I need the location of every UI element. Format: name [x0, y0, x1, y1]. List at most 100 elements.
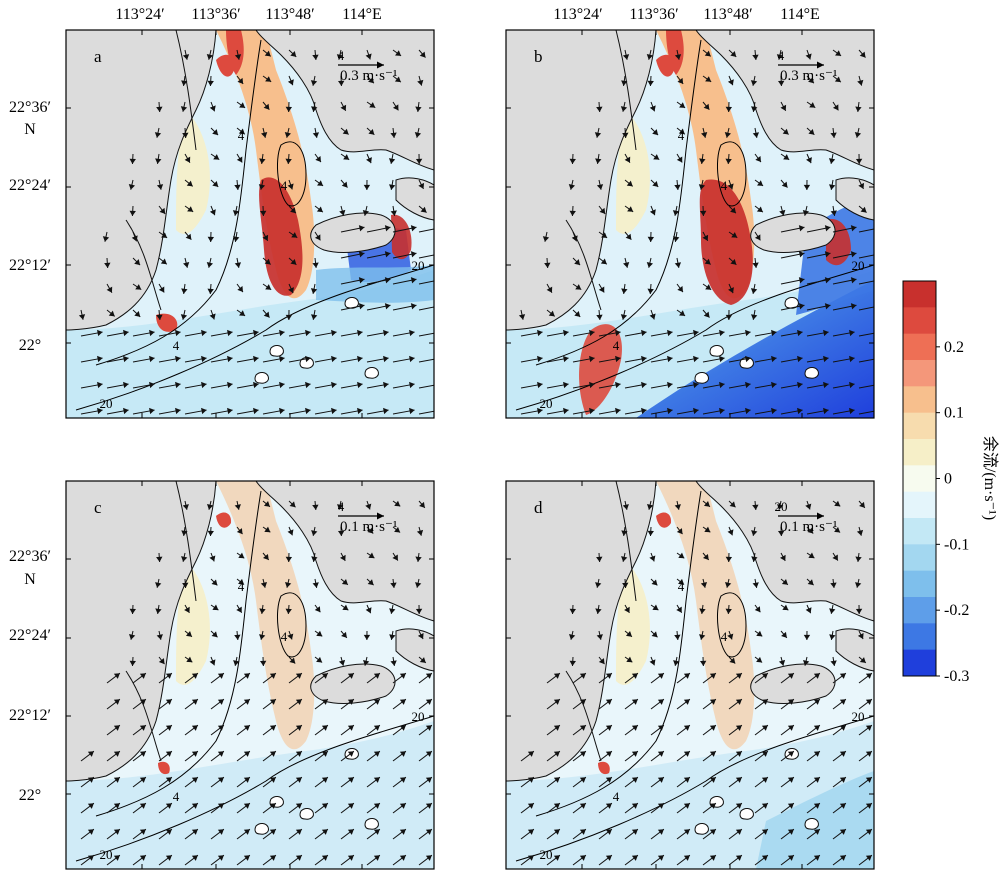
contour-label: 20 — [100, 396, 113, 411]
velocity-arrowhead — [596, 106, 603, 112]
velocity-arrowhead — [563, 355, 569, 363]
velocity-arrowhead — [839, 829, 846, 835]
velocity-arrowhead — [627, 206, 634, 212]
contour-4m — [535, 490, 702, 817]
velocity-arrowhead — [615, 329, 621, 337]
velocity-arrowhead — [390, 582, 397, 588]
velocity-arrowhead — [641, 329, 647, 337]
x-tick-label: 113°48′ — [703, 6, 752, 23]
velocity-arrowhead — [253, 355, 259, 363]
velocity-arrowhead — [410, 225, 417, 232]
velocity-arrowhead — [839, 803, 846, 809]
velocity-arrowhead — [653, 154, 660, 160]
velocity-arrowhead — [175, 355, 181, 363]
velocity-arrowhead — [394, 500, 401, 507]
panel-frame — [505, 29, 875, 419]
velocity-arrowhead — [782, 604, 789, 611]
velocity-arrowhead — [165, 751, 172, 757]
velocity-arrowhead — [155, 582, 162, 588]
velocity-arrowhead — [865, 803, 872, 809]
velocity-arrowhead — [626, 656, 633, 663]
velocity-arrowhead — [754, 606, 761, 613]
contour-label: 20 — [412, 258, 425, 273]
velocity-arrowhead — [165, 699, 172, 705]
velocity-arrowhead — [390, 660, 397, 666]
contour-label: 4 — [613, 789, 620, 804]
velocity-arrowhead — [139, 777, 146, 783]
velocity-arrowhead — [657, 725, 664, 731]
velocity-arrowhead — [598, 286, 605, 293]
velocity-arrowhead — [234, 54, 242, 60]
velocity-arrowhead — [751, 106, 758, 112]
velocity-arrowhead — [269, 699, 276, 705]
velocity-arrowhead — [287, 79, 294, 86]
velocity-arrowhead — [158, 286, 165, 293]
velocity-arrowhead — [676, 156, 683, 163]
velocity-arrowhead — [699, 634, 706, 640]
x-tick-labels-top-right: 113°24′ 113°36′ 113°48′ 114°E — [553, 6, 819, 23]
velocity-arrowhead — [813, 855, 820, 861]
scale-label: 0.1 m·s⁻¹ — [780, 519, 837, 535]
velocity-arrowhead — [175, 329, 181, 337]
velocity-arrowhead — [217, 673, 224, 679]
panel-letter: a — [94, 47, 102, 66]
velocity-arrowhead — [735, 725, 742, 731]
velocity-arrowhead — [317, 180, 324, 186]
colorbar-cell — [903, 307, 936, 335]
velocity-arrowhead — [683, 751, 690, 757]
velocity-arrow — [858, 306, 874, 311]
velocity-arrowhead — [420, 206, 427, 213]
velocity-arrowhead — [823, 355, 829, 363]
velocity-arrowhead — [855, 608, 863, 614]
velocity-arrowhead — [181, 556, 188, 562]
velocity-arrowhead — [787, 725, 794, 731]
velocity-arrowhead — [227, 407, 233, 415]
velocity-arrowhead — [761, 751, 768, 757]
velocity-arrowhead — [321, 751, 328, 757]
velocity-arrowhead — [631, 777, 638, 783]
velocity-arrowhead — [579, 751, 586, 757]
velocity-arrowhead — [269, 829, 276, 835]
velocity-arrowhead — [683, 803, 690, 809]
velocity-arrowhead — [693, 381, 699, 389]
velocity-arrowhead — [285, 158, 292, 164]
velocity-arrowhead — [730, 258, 737, 265]
velocity-arrow — [418, 254, 434, 259]
river-mouth-hotspot — [216, 512, 232, 528]
velocity-arrowhead — [813, 699, 820, 705]
velocity-arrowhead — [595, 608, 602, 614]
velocity-arrowhead — [399, 673, 406, 679]
velocity-arrowhead — [243, 777, 250, 783]
north-hotspot — [666, 30, 684, 75]
velocity-arrowhead — [621, 530, 628, 536]
velocity-arrowhead — [186, 656, 193, 663]
velocity-arrowhead — [857, 79, 864, 86]
contour-20m — [515, 715, 874, 862]
velocity-arrowhead — [417, 633, 424, 640]
velocity-arrowhead — [725, 314, 733, 320]
contour-label: 20 — [540, 847, 553, 862]
velocity-arrowhead — [652, 129, 659, 136]
velocity-arrowhead — [563, 381, 569, 389]
velocity-arrowhead — [159, 207, 166, 214]
velocity-arrowhead — [735, 777, 742, 783]
velocity-arrowhead — [824, 225, 831, 232]
velocity-arrowhead — [415, 106, 422, 112]
y-tick-label: 22°24′ — [9, 177, 51, 194]
velocity-arrowhead — [783, 154, 790, 160]
velocity-arrowhead — [605, 699, 612, 705]
y-tick-label: 22°12′ — [9, 707, 51, 724]
velocity-arrowhead — [589, 407, 595, 415]
velocity-arrowhead — [647, 80, 654, 86]
velocity-arrowhead — [646, 54, 654, 60]
velocity-arrowhead — [295, 751, 302, 757]
velocity-arrowhead — [305, 407, 311, 415]
velocity-arrowhead — [809, 102, 816, 108]
velocity-arrowhead — [806, 157, 812, 164]
velocity-arrowhead — [87, 803, 94, 809]
velocity-arrowhead — [217, 777, 224, 783]
velocity-arrowhead — [409, 355, 415, 363]
velocity-arrowhead — [295, 855, 302, 861]
velocity-arrowhead — [865, 673, 872, 679]
